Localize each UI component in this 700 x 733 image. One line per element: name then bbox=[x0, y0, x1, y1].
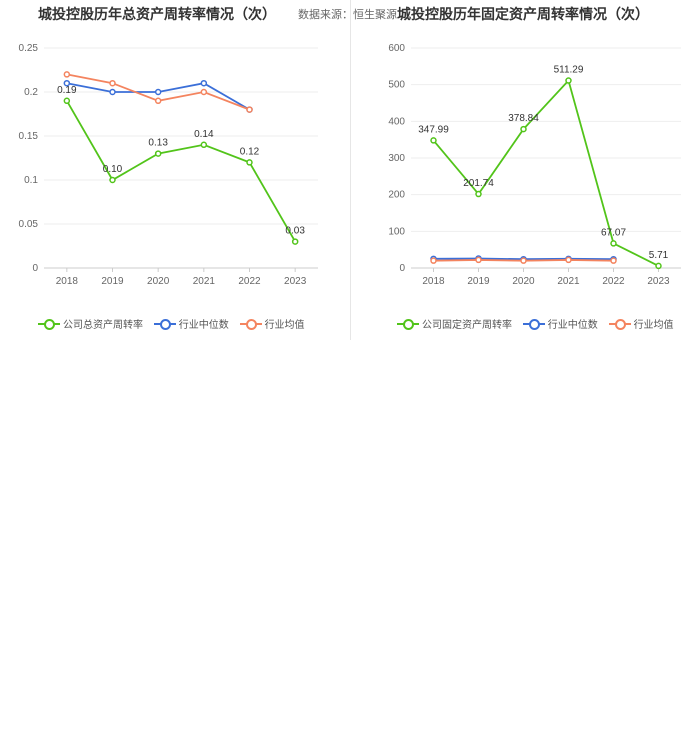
x-tick-label: 2020 bbox=[147, 276, 170, 287]
x-tick-label: 2020 bbox=[512, 276, 535, 287]
data-point-company[interactable] bbox=[520, 125, 527, 133]
y-tick-label: 0.05 bbox=[19, 219, 39, 230]
data-label: 201.74 bbox=[463, 178, 494, 189]
data-label: 378.84 bbox=[508, 113, 539, 124]
data-point-company[interactable] bbox=[610, 240, 617, 247]
data-point-median[interactable] bbox=[200, 79, 208, 87]
data-label: 0.03 bbox=[285, 226, 305, 237]
data-point-median[interactable] bbox=[109, 88, 116, 96]
y-tick-label: 600 bbox=[388, 43, 405, 54]
right-chart-panel: 城投控股历年固定资产周转率情况（次） 0 100 200 300 400 500 600 20… bbox=[350, 0, 700, 340]
data-label: 0.14 bbox=[194, 129, 214, 140]
y-tick-label: 0.15 bbox=[19, 131, 39, 142]
data-point-company[interactable] bbox=[655, 262, 662, 270]
data-point-average[interactable] bbox=[200, 88, 208, 96]
legend-item-company[interactable]: 公司总资产周转率 bbox=[38, 316, 143, 331]
data-label: 511.29 bbox=[554, 65, 584, 76]
data-label: 5.71 bbox=[649, 250, 669, 261]
data-point-company[interactable] bbox=[154, 150, 162, 157]
data-point-company[interactable] bbox=[109, 176, 116, 184]
data-source-label: 数据来源：恒生聚源 bbox=[298, 9, 397, 21]
right-chart-legend: 公司固定资产周转率 行业中位数 行业均值 bbox=[397, 316, 682, 331]
series-line-company bbox=[432, 78, 659, 267]
y-tick-label: 200 bbox=[388, 190, 405, 201]
x-tick-label: 2022 bbox=[238, 276, 261, 287]
y-tick-label: 0 bbox=[32, 263, 38, 274]
data-point-average[interactable] bbox=[520, 257, 527, 264]
data-label: 0.19 bbox=[57, 85, 77, 96]
x-tick-label: 2022 bbox=[602, 276, 625, 287]
left-chart-panel: 城投控股历年总资产周转率情况（次） 数据来源：恒生聚源 0 0.05 0.1 0.15… bbox=[0, 0, 397, 340]
data-label: 0.10 bbox=[103, 164, 123, 175]
y-tick-label: 0.2 bbox=[24, 87, 38, 98]
legend-item-median[interactable]: 行业中位数 bbox=[522, 316, 598, 331]
legend-item-company[interactable]: 公司固定资产周转率 bbox=[397, 316, 512, 331]
x-tick-label: 2019 bbox=[467, 276, 490, 287]
data-point-company[interactable] bbox=[430, 137, 437, 144]
y-tick-label: 400 bbox=[388, 116, 405, 127]
y-tick-label: 0.25 bbox=[19, 43, 39, 54]
x-tick-label: 2018 bbox=[56, 276, 79, 287]
data-point-average[interactable] bbox=[109, 79, 116, 87]
data-label: 67.07 bbox=[601, 227, 626, 238]
x-tick-label: 2023 bbox=[647, 276, 670, 287]
data-point-average[interactable] bbox=[565, 256, 572, 264]
data-point-company[interactable] bbox=[291, 238, 299, 245]
data-label: 347.99 bbox=[418, 124, 449, 135]
right-line-chart: 0 100 200 300 400 500 600 2018 2019 2020 2021 2022 2… bbox=[388, 43, 681, 287]
data-point-company[interactable] bbox=[565, 77, 572, 84]
data-label: 0.13 bbox=[148, 138, 168, 149]
left-chart-legend: 公司总资产周转率 行业中位数 行业均值 bbox=[38, 316, 313, 331]
y-tick-label: 300 bbox=[388, 153, 405, 164]
data-point-average[interactable] bbox=[610, 257, 617, 264]
left-line-chart: 0 0.05 0.1 0.15 0.2 0.25 2018 2019 2020 2021 2022 2… bbox=[19, 43, 318, 287]
data-label: 0.12 bbox=[240, 146, 260, 157]
legend-item-average[interactable]: 行业均值 bbox=[239, 316, 305, 331]
series-line-company bbox=[66, 100, 296, 243]
left-chart-title: 城投控股历年总资产周转率情况（次） bbox=[38, 6, 276, 22]
x-tick-label: 2019 bbox=[101, 276, 124, 287]
data-point-median[interactable] bbox=[63, 79, 71, 87]
y-tick-label: 0 bbox=[399, 263, 405, 274]
y-tick-label: 0.1 bbox=[24, 175, 38, 186]
data-point-average[interactable] bbox=[63, 71, 71, 78]
data-point-average[interactable] bbox=[246, 106, 253, 113]
x-tick-label: 2021 bbox=[193, 276, 216, 287]
legend-item-average[interactable]: 行业均值 bbox=[608, 316, 674, 331]
y-tick-label: 100 bbox=[388, 226, 405, 237]
data-point-company[interactable] bbox=[63, 97, 71, 105]
data-point-company[interactable] bbox=[475, 190, 482, 198]
data-point-average[interactable] bbox=[430, 257, 437, 264]
legend-item-median[interactable]: 行业中位数 bbox=[153, 316, 229, 331]
right-chart-title: 城投控股历年固定资产周转率情况（次） bbox=[397, 6, 649, 22]
x-tick-label: 2021 bbox=[557, 276, 580, 287]
data-point-company[interactable] bbox=[246, 159, 253, 166]
data-point-average[interactable] bbox=[154, 97, 162, 105]
y-tick-label: 500 bbox=[388, 80, 405, 91]
series-line-median bbox=[66, 82, 250, 111]
data-point-average[interactable] bbox=[475, 256, 482, 264]
x-tick-label: 2023 bbox=[284, 276, 307, 287]
data-point-median[interactable] bbox=[154, 88, 162, 96]
data-point-company[interactable] bbox=[200, 141, 208, 149]
x-tick-label: 2018 bbox=[422, 276, 445, 287]
